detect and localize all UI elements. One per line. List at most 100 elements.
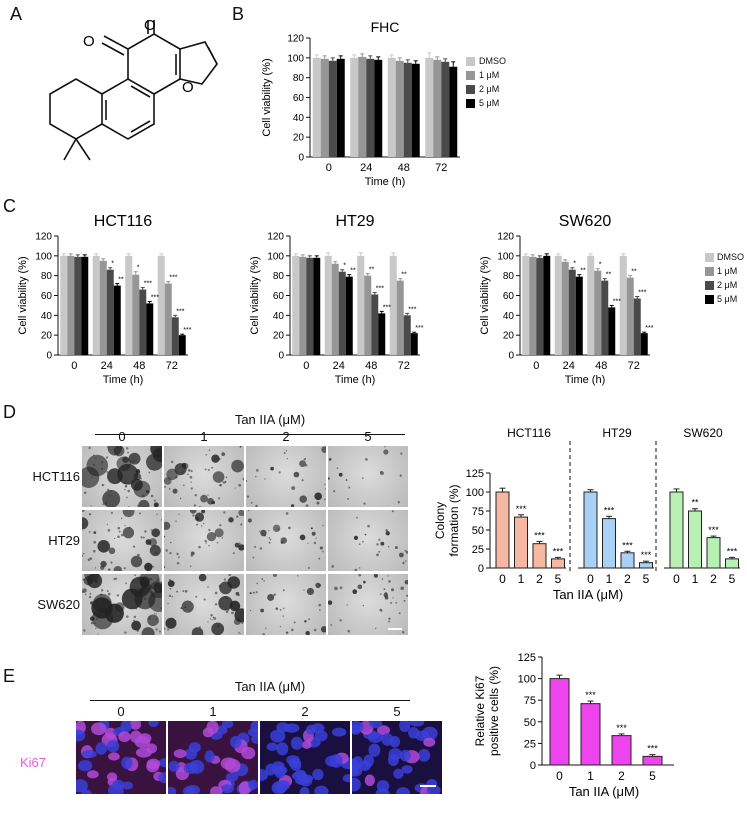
colony [232,552,235,555]
panel-e-header: Tan IIA (μM) [234,679,306,694]
structure-o3: O [182,79,194,96]
colony [117,480,120,482]
colony [170,541,172,544]
colony [285,631,289,634]
colony [83,629,86,632]
bar [396,280,404,355]
x-tick-label: 0 [533,360,539,372]
significance-mark: * [573,261,576,268]
chart-c-sw620: SW620 0 20 40 60 80 100 120 Cell viability (%) 0 2… [479,213,654,386]
colony [381,578,384,580]
bar [378,313,386,355]
colony [169,552,172,555]
colony-photo [164,574,244,635]
colony [212,471,225,483]
nucleus [352,764,359,777]
y-axis-label: Colony [433,502,447,539]
colony [183,484,185,487]
legend-swatch [705,280,714,290]
nucleus [418,749,431,762]
bar [350,57,359,158]
significance-mark: * [137,265,140,272]
nuclei [76,721,166,794]
legend-label: 5 μM [717,294,738,304]
colony [164,477,172,485]
colony [210,613,213,617]
colony [93,601,96,605]
colony [208,544,210,547]
bar [313,257,321,355]
colony [260,608,264,613]
colony [143,536,145,539]
colony [254,545,257,548]
colony [358,567,361,569]
legend-label: 1 μM [717,266,738,276]
bar [331,263,339,355]
colony [218,596,233,611]
colony [320,626,326,633]
bar [532,543,547,569]
colony [131,606,134,609]
bar [411,63,420,157]
colony [362,540,364,543]
colony [189,475,193,479]
colony [246,495,250,498]
significance-mark: *** [604,505,615,515]
colony [322,524,324,527]
colony [363,502,366,505]
y-tick-label: 0 [298,153,304,164]
colony [279,625,282,628]
significance-mark: *** [616,723,627,733]
colony [278,471,281,474]
nucleus [409,721,425,727]
colony [88,595,92,599]
colony [376,543,379,546]
chart-title: SW620 [559,213,612,230]
bar [358,56,367,157]
tanshinone-structure: O O O [49,20,218,161]
colony [225,595,228,599]
colony [212,501,215,504]
y-tick-label: 75 [524,695,536,707]
colony [316,501,320,505]
colony [263,580,265,582]
nucleus [401,765,413,774]
colony [149,615,151,618]
colony [346,604,348,606]
colony [122,456,129,463]
colony-photo [164,510,244,571]
bar [395,60,404,157]
colony [113,448,116,451]
colony-dots [82,446,162,507]
bar [620,552,635,569]
colony [260,529,267,537]
nucleus [121,781,134,790]
x-tick-label: 24 [101,360,113,372]
x-axis-label: Tan IIA (μM) [569,784,639,799]
nucleus [368,721,383,729]
nucleus [220,757,237,770]
colony [87,574,103,589]
colony [315,537,317,539]
colony [209,618,212,620]
x-tick-label: 48 [133,360,145,372]
nucleus [121,756,133,770]
colony [138,499,150,507]
bar [549,678,570,766]
y-tick-label: 40 [293,113,305,124]
nucleus [106,740,120,753]
dose-column-label: 2 [301,704,309,719]
colony [124,524,126,527]
colony [237,593,240,597]
x-axis-label: Time (h) [365,176,406,188]
bar [639,562,653,569]
significance-mark: *** [553,546,564,556]
colony [135,607,138,610]
y-tick-label: 20 [41,331,53,342]
bar [306,257,314,355]
x-tick-label: 0 [326,162,332,174]
cell-line-row-label: HCT116 [32,468,80,484]
x-tick-label: 24 [333,360,345,372]
colony [93,540,97,544]
